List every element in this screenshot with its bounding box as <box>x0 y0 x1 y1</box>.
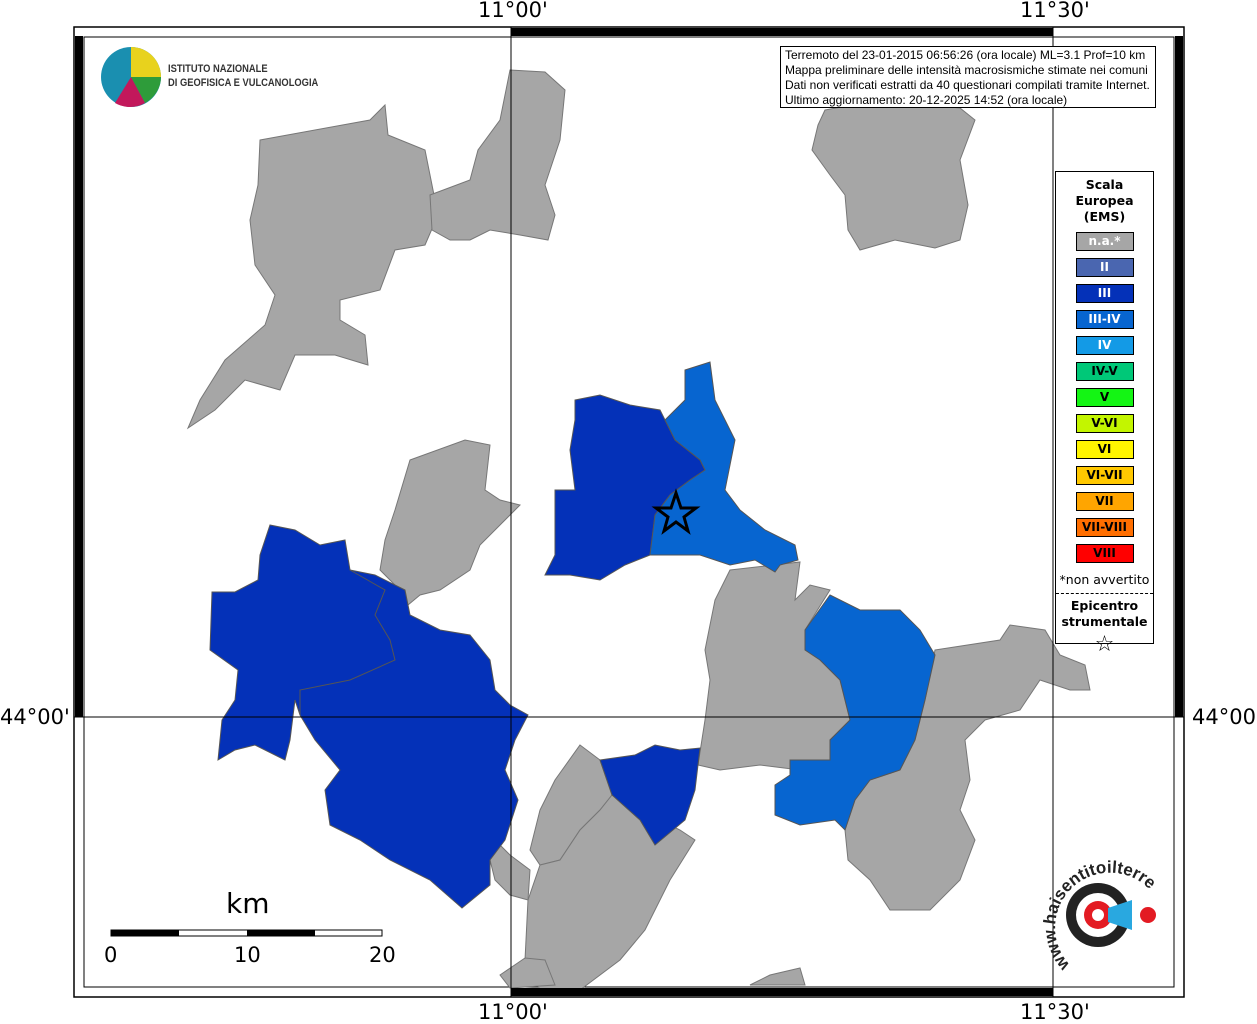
info-box: Terremoto del 23-01-2015 06:56:26 (ora l… <box>780 46 1156 108</box>
ingv-logo-globe-icon <box>101 47 161 108</box>
scale-bar <box>110 929 383 937</box>
legend-title-line: Scala <box>1085 177 1124 192</box>
frame-bars <box>75 28 1183 996</box>
lat-label-left: 44°00' <box>0 705 70 729</box>
info-line-description: Mappa preliminare delle intensità macros… <box>785 63 1148 77</box>
logo-line: DI GEOFISICA E VULCANOLOGIA <box>168 77 319 89</box>
legend-star-icon: ☆ <box>1094 632 1115 657</box>
legend: Scala Europea (EMS) n.a.* II III III-IV IV IV… <box>1055 171 1154 657</box>
info-line-event: Terremoto del 23-01-2015 06:56:26 (ora l… <box>785 48 1146 62</box>
lat-label-right: 44°00' <box>1192 705 1257 729</box>
lon-label-bottom: 11°00' <box>478 1000 548 1024</box>
lon-label-top: 11°00' <box>478 0 548 22</box>
hst-logo-icon <box>1066 883 1156 947</box>
scale-tick-label: 0 <box>104 943 118 967</box>
epicenter-star-icon <box>651 488 701 535</box>
municipality-na <box>489 833 531 901</box>
info-line-updated: Ultimo aggiornamento: 20-12-2025 14:52 (… <box>785 93 1068 107</box>
legend-swatch-vi-vii: VI-VII <box>1075 466 1134 485</box>
scale-tick-label: 10 <box>234 943 261 967</box>
ingv-logo-text: ISTITUTO NAZIONALE DI GEOFISICA E VULCAN… <box>168 62 318 90</box>
legend-swatch-v: V <box>1075 388 1134 407</box>
lon-label-top: 11°30' <box>1020 0 1090 22</box>
legend-swatch-iv: IV <box>1075 336 1134 355</box>
legend-swatch-iii-iv: III-IV <box>1075 310 1134 329</box>
municipality-na <box>749 967 806 986</box>
legend-swatch-iv-v: IV-V <box>1075 362 1134 381</box>
graticule <box>74 27 1184 997</box>
legend-swatch-na: n.a.* <box>1075 232 1134 251</box>
legend-swatch-vi: VI <box>1075 440 1134 459</box>
legend-epicenter-line: Epicentro <box>1070 598 1139 613</box>
municipality-iii <box>599 744 701 846</box>
municipality-na <box>379 439 521 606</box>
legend-swatch-viii: VIII <box>1075 544 1134 563</box>
municipality-na <box>186 103 439 430</box>
legend-title-line: Europea <box>1075 193 1134 208</box>
map-inner-frame <box>83 36 1175 988</box>
municipality-iii-iv <box>774 594 936 831</box>
legend-swatch-ii: II <box>1075 258 1134 277</box>
legend-divider <box>1056 593 1153 594</box>
legend-swatch-iii: III <box>1075 284 1134 303</box>
legend-note: *non avvertito <box>1059 572 1150 587</box>
municipality-border <box>299 569 396 715</box>
scale-unit: km <box>226 887 270 920</box>
municipality-na <box>499 957 556 989</box>
scale-tick-label: 20 <box>369 943 396 967</box>
legend-swatch-vii: VII <box>1075 492 1134 511</box>
legend-swatch-vii-viii: VII-VIII <box>1075 518 1134 537</box>
na-municipalities <box>186 69 1091 991</box>
municipality-na <box>811 99 976 251</box>
lon-label-bottom: 11°30' <box>1020 1000 1090 1024</box>
legend-epicenter-label: Epicentro strumentale <box>1056 598 1153 630</box>
municipality-iii-iv <box>649 361 799 573</box>
legend-title: Scala Europea (EMS) <box>1056 177 1153 225</box>
info-line-data: Dati non verificati estratti da 40 quest… <box>785 78 1150 92</box>
logo-line: ISTITUTO NAZIONALE <box>168 63 268 75</box>
legend-title-line: (EMS) <box>1083 209 1126 224</box>
map-frame <box>73 26 1185 998</box>
municipality-na <box>429 69 566 241</box>
legend-epicenter-line: strumentale <box>1061 614 1148 629</box>
legend-swatches: n.a.* II III III-IV IV IV-V V V-VI VI VI-VII VII VI… <box>1056 232 1153 563</box>
legend-swatch-v-vi: V-VI <box>1075 414 1134 433</box>
